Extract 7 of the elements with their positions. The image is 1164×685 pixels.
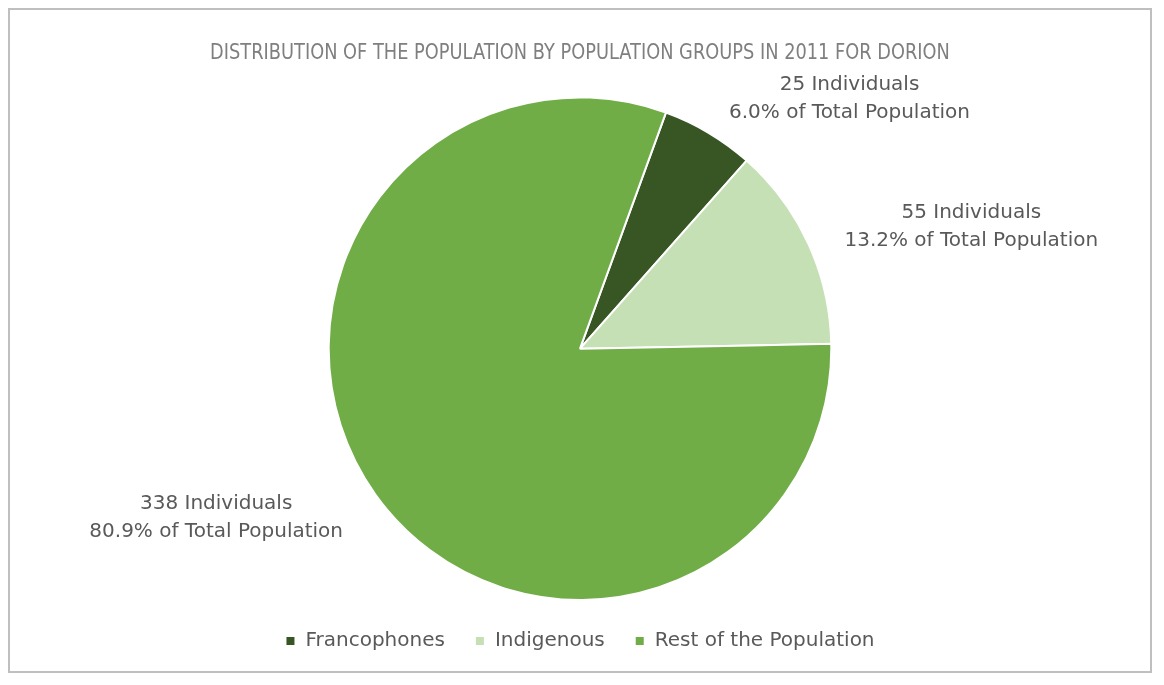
legend-label: Francophones [305, 627, 445, 652]
data-label: 55 Individuals 13.2% of Total Population [844, 198, 1099, 251]
legend-label: Rest of the Population [654, 627, 875, 652]
data-label: 338 Individuals 80.9% of Total Population [89, 490, 343, 543]
legend-label: Indigenous [494, 627, 605, 652]
data-label: 25 Individuals 6.0% of Total Population [729, 70, 970, 123]
chart-title: DISTRIBUTION OF THE POPULATION BY POPULATION GROUPS IN 2011 FOR DORION [210, 38, 950, 65]
